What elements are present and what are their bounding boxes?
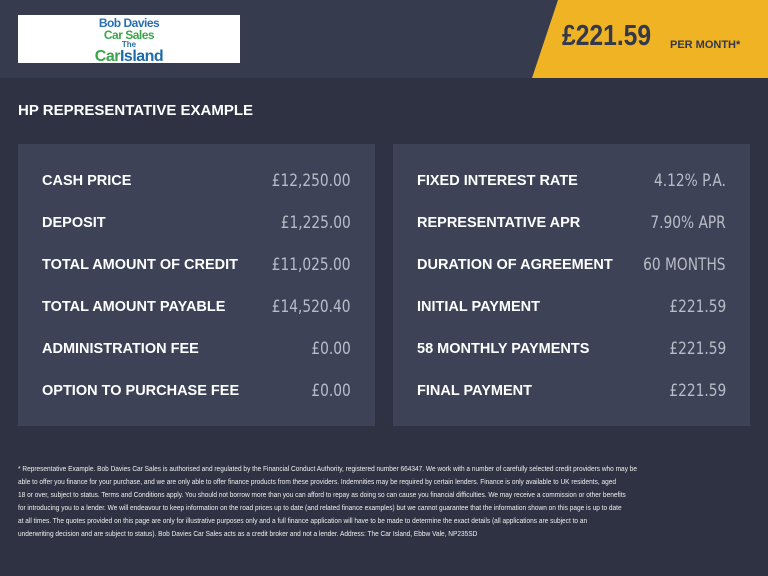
header: Bob Davies Car Sales The CarIsland £221.…	[0, 0, 768, 78]
disclaimer-line: 18 or over, subject to status. Terms and…	[18, 490, 626, 499]
finance-value: £221.59	[669, 381, 726, 401]
finance-row: INITIAL PAYMENT £221.59	[417, 286, 726, 328]
finance-value: £11,025.00	[272, 255, 351, 275]
finance-row: DURATION OF AGREEMENT 60 MONTHS	[417, 244, 726, 286]
disclaimer-line: underwriting decision and are subject to…	[18, 529, 478, 538]
finance-label: REPRESENTATIVE APR	[417, 215, 581, 231]
finance-label: TOTAL AMOUNT OF CREDIT	[42, 257, 239, 273]
finance-value: £12,250.00	[272, 171, 351, 191]
finance-row: ADMINISTRATION FEE £0.00	[42, 328, 351, 370]
finance-row: TOTAL AMOUNT OF CREDIT £11,025.00	[42, 244, 351, 286]
disclaimer-line: able to offer you finance for your purch…	[18, 477, 617, 486]
finance-value: £221.59	[669, 297, 726, 317]
finance-row: REPRESENTATIVE APR 7.90% APR	[417, 202, 726, 244]
finance-value: 7.90% APR	[650, 213, 726, 233]
finance-value: £221.59	[669, 339, 726, 359]
finance-label: 58 MONTHLY PAYMENTS	[417, 341, 590, 357]
monthly-price-banner: £221.59 PER MONTH*	[532, 0, 768, 78]
finance-row: CASH PRICE £12,250.00	[42, 160, 351, 202]
finance-label: TOTAL AMOUNT PAYABLE	[42, 299, 226, 315]
monthly-price: £221.59	[562, 20, 652, 52]
disclaimer: * Representative Example. Bob Davies Car…	[18, 462, 758, 540]
finance-label: DEPOSIT	[42, 215, 106, 231]
finance-value: 4.12% P.A.	[654, 171, 726, 191]
finance-label: INITIAL PAYMENT	[417, 299, 540, 315]
finance-label: ADMINISTRATION FEE	[42, 341, 199, 357]
finance-row: FIXED INTEREST RATE 4.12% P.A.	[417, 160, 726, 202]
finance-row: OPTION TO PURCHASE FEE £0.00	[42, 370, 351, 412]
logo[interactable]: Bob Davies Car Sales The CarIsland	[18, 15, 240, 65]
finance-row: TOTAL AMOUNT PAYABLE £14,520.40	[42, 286, 351, 328]
finance-label: DURATION OF AGREEMENT	[417, 257, 613, 273]
finance-panel-right: FIXED INTEREST RATE 4.12% P.A. REPRESENTAT…	[393, 144, 750, 426]
page-title: HP REPRESENTATIVE EXAMPLE	[18, 102, 254, 119]
disclaimer-line: * Representative Example. Bob Davies Car…	[18, 464, 638, 473]
finance-label: OPTION TO PURCHASE FEE	[42, 383, 240, 399]
finance-value: £0.00	[311, 381, 351, 401]
finance-label: FIXED INTEREST RATE	[417, 173, 578, 189]
finance-value: £0.00	[311, 339, 351, 359]
finance-label: CASH PRICE	[42, 173, 132, 189]
finance-label: FINAL PAYMENT	[417, 383, 532, 399]
finance-row: DEPOSIT £1,225.00	[42, 202, 351, 244]
per-month-label: PER MONTH*	[670, 39, 741, 51]
finance-panel-left: CASH PRICE £12,250.00 DEPOSIT £1,225.00 TOTA…	[18, 144, 375, 426]
finance-value: 60 MONTHS	[643, 255, 726, 275]
finance-value: £1,225.00	[280, 213, 351, 233]
disclaimer-line: for introducing you to a lender. We will…	[18, 503, 622, 512]
finance-value: £14,520.40	[272, 297, 351, 317]
disclaimer-line: at all times. The quotes provided on thi…	[18, 516, 588, 525]
finance-row: FINAL PAYMENT £221.59	[417, 370, 726, 412]
finance-row: 58 MONTHLY PAYMENTS £221.59	[417, 328, 726, 370]
